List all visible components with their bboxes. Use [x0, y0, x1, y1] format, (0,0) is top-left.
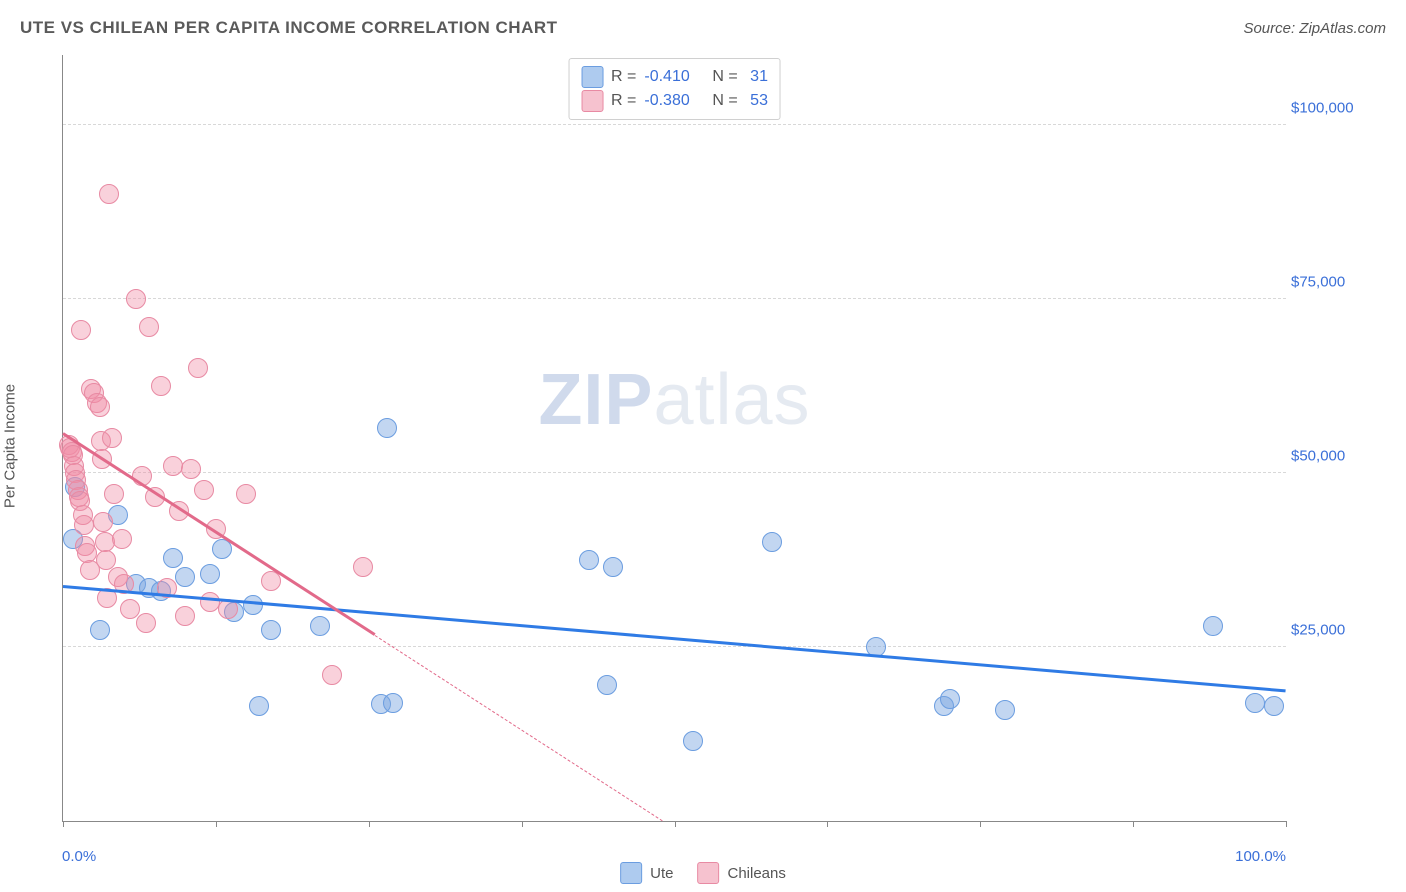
data-point — [74, 515, 94, 535]
data-point — [163, 548, 183, 568]
plot-area: ZIPatlas R =-0.410N = 31R =-0.380N = 53 … — [62, 55, 1286, 822]
x-tick — [63, 821, 64, 827]
data-point — [383, 693, 403, 713]
gridline-h — [63, 472, 1286, 473]
y-axis-label: Per Capita Income — [2, 384, 19, 508]
data-point — [104, 484, 124, 504]
y-tick-label: $100,000 — [1291, 99, 1381, 116]
data-point — [151, 376, 171, 396]
data-point — [261, 620, 281, 640]
n-label: N = — [712, 92, 737, 110]
data-point — [236, 484, 256, 504]
x-tick — [369, 821, 370, 827]
watermark: ZIPatlas — [538, 359, 810, 441]
data-point — [71, 320, 91, 340]
n-value: 53 — [746, 92, 768, 110]
x-tick — [1286, 821, 1287, 827]
x-axis-min-label: 0.0% — [62, 848, 96, 865]
data-point — [90, 397, 110, 417]
data-point — [200, 564, 220, 584]
data-point — [322, 665, 342, 685]
data-point — [139, 317, 159, 337]
data-point — [1264, 696, 1284, 716]
legend-swatch — [581, 90, 603, 112]
y-tick-label: $25,000 — [1291, 621, 1381, 638]
chart-source: Source: ZipAtlas.com — [1243, 20, 1386, 37]
data-point — [243, 595, 263, 615]
legend-series-item: Chileans — [697, 862, 785, 884]
data-point — [603, 557, 623, 577]
chart-header: UTE VS CHILEAN PER CAPITA INCOME CORRELA… — [0, 0, 1406, 46]
r-label: R = — [611, 68, 636, 86]
gridline-h — [63, 298, 1286, 299]
legend-series-label: Ute — [650, 865, 673, 882]
n-value: 31 — [746, 68, 768, 86]
y-tick-label: $75,000 — [1291, 273, 1381, 290]
data-point — [579, 550, 599, 570]
x-tick — [980, 821, 981, 827]
r-label: R = — [611, 92, 636, 110]
data-point — [99, 184, 119, 204]
data-point — [940, 689, 960, 709]
data-point — [194, 480, 214, 500]
data-point — [683, 731, 703, 751]
data-point — [310, 616, 330, 636]
x-tick — [1133, 821, 1134, 827]
data-point — [136, 613, 156, 633]
legend-swatch — [697, 862, 719, 884]
data-point — [1203, 616, 1223, 636]
legend-correlation-row: R = -0.380 N = 53 — [581, 89, 768, 113]
data-point — [762, 532, 782, 552]
y-tick-label: $50,000 — [1291, 447, 1381, 464]
x-tick — [827, 821, 828, 827]
legend-series-label: Chileans — [727, 865, 785, 882]
data-point — [163, 456, 183, 476]
data-point — [175, 567, 195, 587]
gridline-h — [63, 646, 1286, 647]
data-point — [597, 675, 617, 695]
data-point — [175, 606, 195, 626]
trend-line — [375, 635, 663, 821]
watermark-zip: ZIP — [538, 360, 653, 440]
legend-swatch — [620, 862, 642, 884]
chart-container: Per Capita Income ZIPatlas R =-0.410N = … — [20, 50, 1386, 842]
chart-title: UTE VS CHILEAN PER CAPITA INCOME CORRELA… — [20, 18, 558, 38]
gridline-h — [63, 124, 1286, 125]
data-point — [181, 459, 201, 479]
legend-correlation: R = -0.410 N = 31 R = -0.380 N = 53 — [568, 58, 781, 120]
watermark-atlas: atlas — [653, 360, 810, 440]
x-tick — [675, 821, 676, 827]
legend-correlation-row: R = -0.410 N = 31 — [581, 65, 768, 89]
r-value: -0.410 — [644, 68, 704, 86]
data-point — [112, 529, 132, 549]
data-point — [102, 428, 122, 448]
trend-line — [63, 585, 1286, 692]
data-point — [353, 557, 373, 577]
legend-swatch — [581, 66, 603, 88]
data-point — [90, 620, 110, 640]
x-tick — [522, 821, 523, 827]
data-point — [1245, 693, 1265, 713]
data-point — [93, 512, 113, 532]
legend-series-item: Ute — [620, 862, 673, 884]
n-label: N = — [712, 68, 737, 86]
r-value: -0.380 — [644, 92, 704, 110]
data-point — [249, 696, 269, 716]
data-point — [200, 592, 220, 612]
data-point — [96, 550, 116, 570]
legend-series: Ute Chileans — [620, 862, 786, 884]
x-tick — [216, 821, 217, 827]
data-point — [126, 289, 146, 309]
data-point — [188, 358, 208, 378]
data-point — [377, 418, 397, 438]
data-point — [995, 700, 1015, 720]
x-axis-max-label: 100.0% — [1235, 848, 1286, 865]
